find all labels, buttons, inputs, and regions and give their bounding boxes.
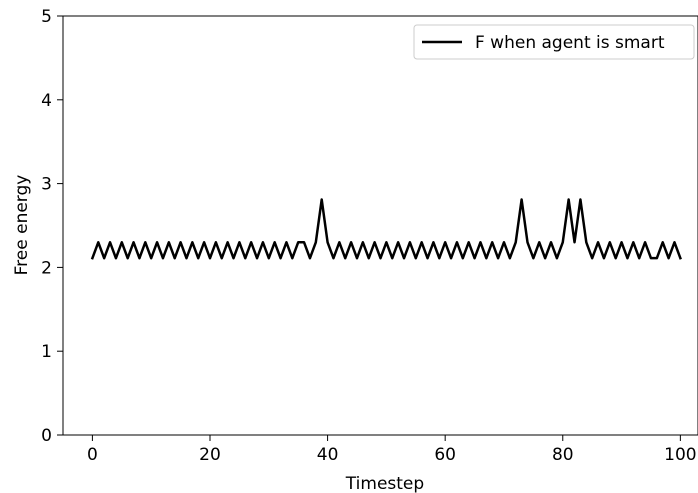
plot-frame xyxy=(62,15,698,436)
y-tick-label: 1 xyxy=(41,342,52,362)
x-tick-label: 100 xyxy=(664,445,696,465)
x-tick-label: 60 xyxy=(434,445,456,465)
y-tick-label: 3 xyxy=(41,175,52,195)
y-tick-label: 5 xyxy=(41,7,52,27)
legend-frame xyxy=(413,24,695,60)
x-axis-label: Timestep xyxy=(345,474,424,493)
y-tick-label: 0 xyxy=(41,426,52,446)
y-axis-label: Free energy xyxy=(12,175,32,276)
axis-ticks: 0 20 40 60 80 100 0 1 2 3 4 5 xyxy=(41,7,696,465)
x-tick-label: 20 xyxy=(199,445,221,465)
legend-label: F when agent is smart xyxy=(475,33,665,53)
series-line xyxy=(90,198,682,260)
y-tick-label: 4 xyxy=(41,91,52,111)
series-layer xyxy=(90,198,682,260)
y-tick-label: 2 xyxy=(41,258,52,278)
x-tick-label: 0 xyxy=(87,445,98,465)
x-tick-label: 40 xyxy=(317,445,339,465)
legend: F when agent is smart xyxy=(413,24,695,60)
x-tick-label: 80 xyxy=(552,445,574,465)
